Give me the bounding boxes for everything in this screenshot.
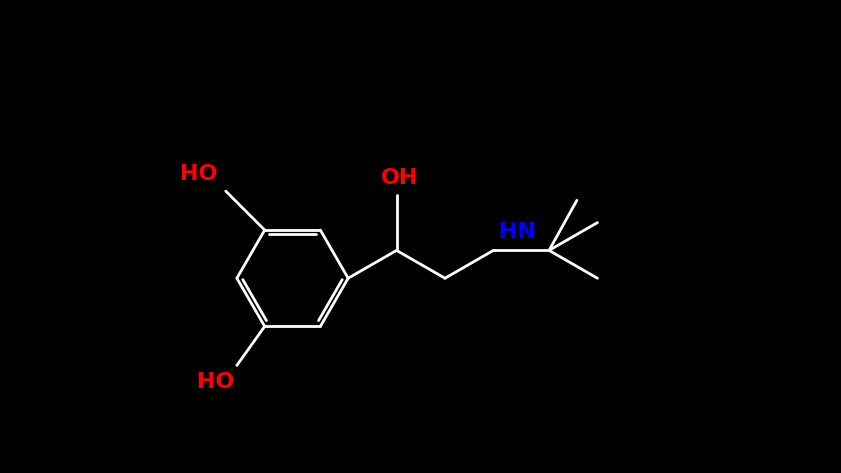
Text: HO: HO [180, 165, 217, 184]
Text: HO: HO [197, 372, 234, 392]
Text: OH: OH [381, 168, 418, 188]
Text: HN: HN [499, 222, 536, 242]
